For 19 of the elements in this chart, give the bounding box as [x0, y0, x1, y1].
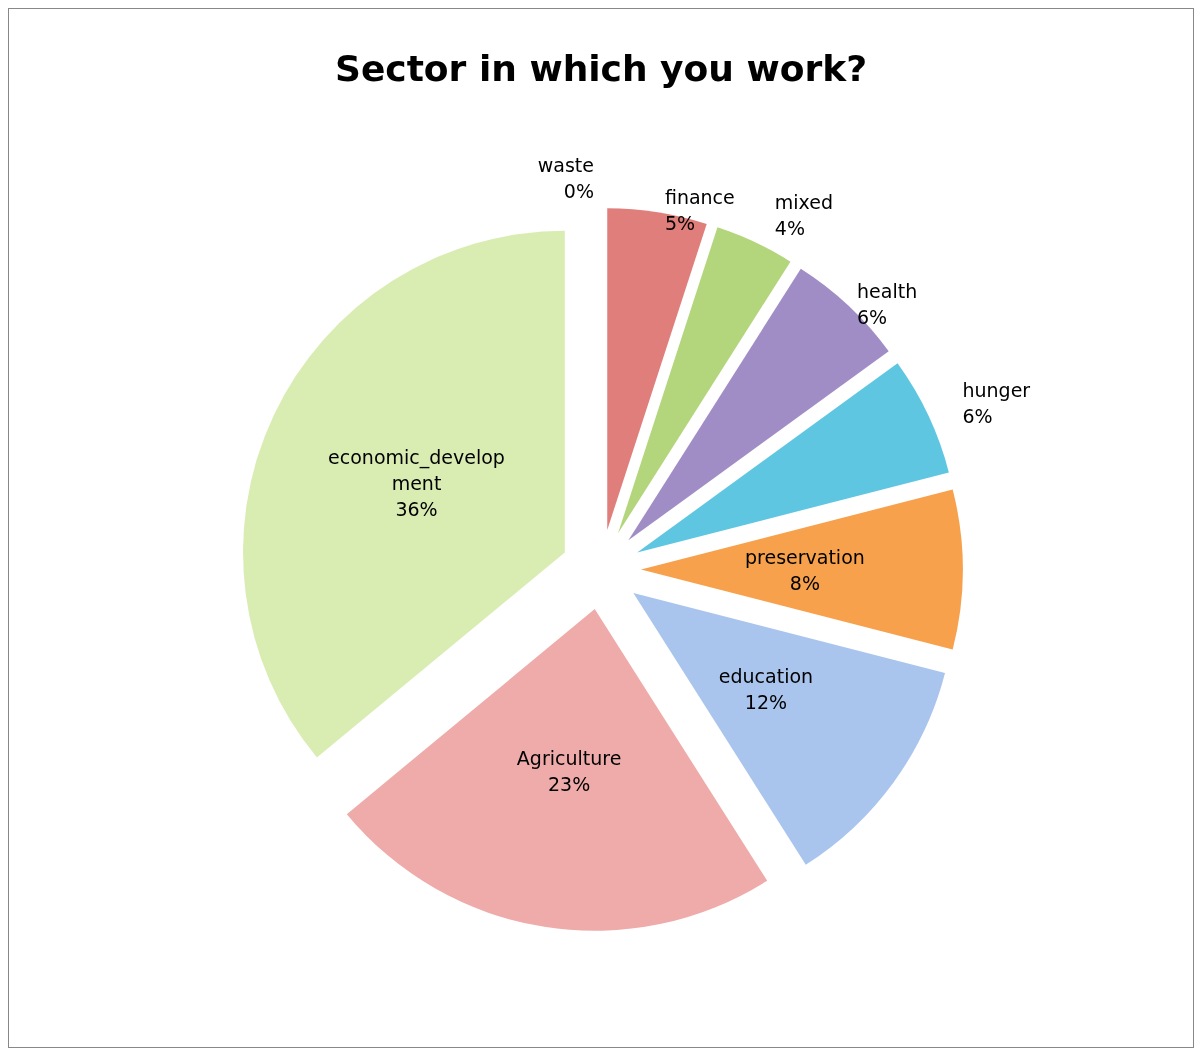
slice-label: Agriculture: [516, 746, 622, 769]
data-label: 23%: [547, 772, 591, 795]
category-label: waste: [537, 153, 594, 176]
slice-label: preservation: [744, 545, 865, 568]
data-label: 6%: [857, 306, 888, 329]
slice-label: hunger: [962, 378, 1031, 401]
data-label: 6%: [962, 404, 993, 427]
chart-title: Sector in which you work?: [334, 47, 868, 89]
data-label: 12%: [744, 691, 788, 714]
data-label: 8%: [789, 571, 820, 594]
data-label: 36%: [395, 497, 438, 520]
slice-label: finance: [664, 186, 735, 209]
data-label: 4%: [774, 217, 805, 240]
slice-label: health: [857, 280, 918, 303]
slice-label: education: [718, 665, 814, 688]
slice-label: economic_development: [328, 445, 505, 494]
text: 0%: [563, 179, 594, 202]
slice-label: mixed: [774, 191, 834, 214]
data-label: 5%: [664, 212, 696, 235]
